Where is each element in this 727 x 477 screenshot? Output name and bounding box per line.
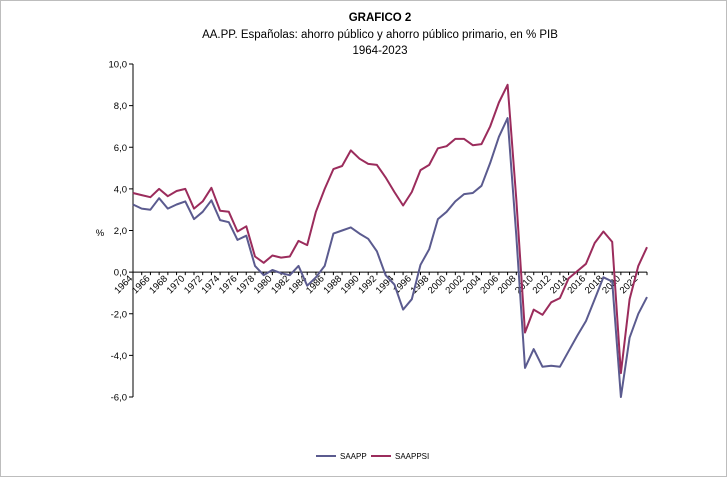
series-line-saappsi — [132, 83, 648, 375]
y-tick-label: -2,0 — [111, 309, 127, 320]
series-line-saapp — [132, 117, 648, 398]
legend-label-saappsi: SAAPPSI — [395, 452, 429, 461]
chart-title: GRAFICO 2 — [349, 12, 412, 24]
legend-label-saapp: SAAPP — [340, 452, 367, 461]
y-tick-label: 4,0 — [114, 184, 127, 195]
y-axis-ticks: 10,0 8,0 6,0 4,0 2,0 0,0 -2,0 -4,0 -6,0 — [109, 60, 133, 404]
y-axis-label: % — [96, 228, 105, 239]
chart-subtitle: AA.PP. Españolas: ahorro público y ahorr… — [202, 29, 558, 41]
series-lines — [132, 83, 648, 398]
y-tick-label: 10,0 — [109, 60, 128, 71]
y-tick-label: 0,0 — [114, 268, 127, 279]
y-tick-label: -6,0 — [111, 393, 127, 404]
y-tick-label: 2,0 — [114, 226, 127, 237]
legend: SAAPP SAAPPSI — [316, 452, 429, 461]
y-tick-label: -4,0 — [111, 351, 127, 362]
y-tick-label: 6,0 — [114, 143, 127, 154]
axes — [132, 64, 647, 397]
chart-subtitle-years: 1964-2023 — [353, 45, 408, 57]
y-tick-label: 8,0 — [114, 101, 127, 112]
